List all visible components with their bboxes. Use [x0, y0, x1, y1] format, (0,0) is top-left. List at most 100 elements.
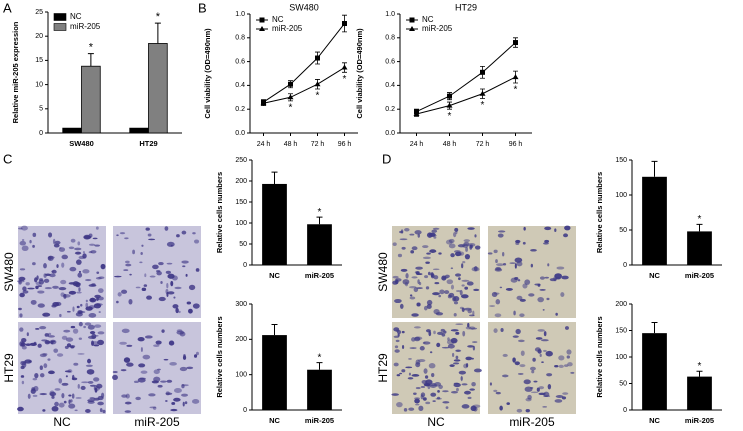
cell-stain	[447, 337, 450, 341]
cell-stain	[399, 372, 403, 375]
cell-stain	[120, 369, 127, 372]
y-tick-label: 0.8	[385, 35, 395, 42]
cell-stain	[405, 281, 408, 287]
cell-stain	[49, 391, 57, 397]
cell-stain	[491, 291, 498, 298]
cell-stain	[401, 330, 405, 334]
x-tick-label: NC	[649, 416, 660, 425]
marker	[512, 74, 519, 80]
cell-stain	[446, 279, 454, 285]
cell-stain	[527, 394, 532, 400]
cell-stain	[78, 270, 82, 273]
cell-stain	[461, 294, 469, 299]
cell-stain	[141, 287, 147, 292]
cell-stain	[474, 234, 477, 238]
marker	[288, 81, 293, 87]
cell-stain	[394, 298, 402, 304]
x-tick-label: 96 h	[509, 141, 523, 148]
cell-stain	[87, 324, 95, 330]
cell-stain	[423, 368, 428, 374]
cell-stain	[544, 239, 550, 243]
cell-stain	[413, 287, 419, 293]
cell-stain	[555, 395, 564, 398]
cell-stain	[530, 249, 537, 252]
cell-stain	[454, 227, 459, 232]
line	[416, 42, 516, 113]
y-tick-label: 50	[239, 241, 247, 248]
bar	[148, 43, 168, 134]
cell-stain	[43, 273, 47, 278]
cell-stain	[193, 239, 200, 244]
line	[263, 23, 345, 103]
cell-stain	[68, 282, 76, 285]
cell-stain	[462, 260, 466, 264]
cell-stain	[469, 388, 475, 391]
cell-stain	[126, 344, 133, 347]
cell-stain	[512, 357, 516, 363]
cell-stain	[85, 299, 88, 303]
micrograph	[487, 225, 576, 318]
cell-stain	[125, 260, 130, 264]
cell-stain	[392, 275, 399, 279]
marker	[446, 102, 453, 108]
cell-stain	[561, 275, 569, 280]
x-tick-label: 24 h	[410, 141, 424, 148]
bar	[307, 369, 332, 410]
cell-stain	[450, 284, 455, 290]
cell-stain	[539, 353, 542, 357]
micrograph	[112, 322, 201, 414]
cell-stain	[432, 292, 440, 296]
y-tick-label: 50	[619, 380, 627, 387]
cell-stain	[549, 278, 557, 282]
cell-stain	[424, 275, 429, 279]
cell-stain	[445, 406, 449, 409]
cell-stain	[174, 286, 182, 290]
cell-stain	[460, 376, 463, 381]
y-tick-label: 100	[235, 372, 247, 379]
cell-stain	[77, 272, 83, 278]
cell-stain	[75, 312, 83, 317]
cell-stain	[425, 379, 433, 385]
significance: *	[698, 361, 702, 372]
marker	[479, 90, 486, 96]
cell-stain	[437, 390, 440, 393]
cell-stain	[149, 275, 156, 278]
cell-stain	[422, 245, 429, 248]
y-tick-label: 0.4	[385, 82, 395, 89]
cell-stain	[153, 344, 160, 348]
cell-stain	[116, 300, 119, 304]
y-axis-label: Relative cells numbers	[215, 172, 224, 253]
cell-stain	[54, 401, 59, 407]
cell-stain	[166, 241, 175, 247]
cell-stain	[469, 314, 475, 317]
cell-stain	[157, 384, 163, 388]
cell-stain	[563, 364, 569, 367]
y-axis-label: Relative cells numbers	[595, 172, 604, 253]
cell-stain	[528, 293, 535, 297]
significance: *	[318, 352, 322, 363]
y-tick-label: 20	[35, 33, 43, 40]
cell-stain	[461, 307, 465, 312]
cell-stain	[39, 365, 43, 370]
cell-stain	[555, 312, 558, 316]
x-tick-label: 24 h	[257, 141, 271, 148]
cell-stain	[184, 401, 188, 405]
cell-stain	[88, 305, 96, 309]
cell-stain	[409, 296, 416, 300]
cell-stain	[393, 327, 400, 332]
cell-stain	[419, 346, 425, 351]
legend-label: NC	[422, 15, 434, 24]
cell-stain	[423, 305, 428, 311]
cell-stain	[138, 363, 146, 368]
cell-stain	[539, 276, 545, 280]
row-label: HT29	[376, 353, 390, 383]
y-tick-label: 200	[235, 178, 247, 185]
cell-stain	[24, 359, 32, 364]
error-bar	[651, 322, 658, 334]
cell-stain	[554, 273, 562, 279]
cell-stain	[530, 263, 534, 268]
cell-stain	[35, 285, 39, 290]
cell-stain	[461, 404, 470, 409]
cell-stain	[73, 362, 79, 366]
cell-stain	[425, 401, 431, 405]
